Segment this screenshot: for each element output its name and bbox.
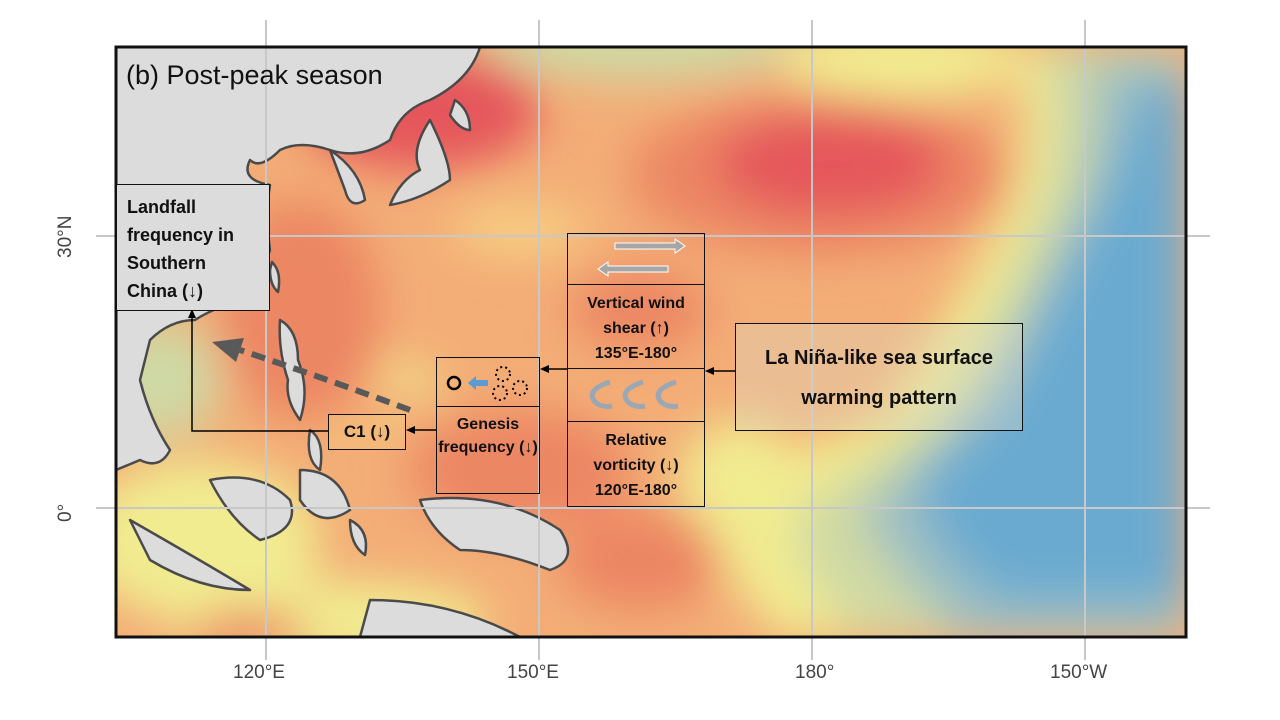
vorticity-line-3: 120°E-180°	[594, 482, 678, 499]
vorticity-line-2: vorticity (↓)	[593, 457, 679, 474]
y-tick-0: 0°	[55, 503, 76, 522]
track-arrowhead	[212, 338, 244, 362]
shear-line-1: Vertical wind	[587, 295, 685, 312]
track-arrow	[239, 347, 412, 413]
wind-shear-arrows-icon	[597, 238, 686, 277]
arrowheads	[188, 309, 714, 434]
x-tick-120E: 120°E	[233, 662, 285, 683]
vorticity-curl-icon	[589, 379, 679, 409]
x-tick-150W: 150°W	[1050, 662, 1108, 683]
map-frame	[114, 45, 1188, 639]
landfall-box: Landfall frequency in Southern China (↓)	[116, 184, 270, 311]
shear-line-2: shear (↑)	[603, 320, 669, 337]
c1-box: C1 (↓)	[328, 414, 406, 450]
dotted-circles-icon	[492, 366, 528, 401]
cyclone-circle-icon	[446, 375, 462, 391]
lanina-box: La Niña-like sea surface warming pattern	[735, 323, 1023, 431]
genesis-box: Genesis frequency (↓)	[436, 406, 540, 494]
lanina-line-2: warming pattern	[801, 387, 957, 409]
land	[116, 47, 570, 637]
panel-title: (b) Post-peak season	[126, 60, 383, 90]
y-tick-30N: 30°N	[55, 215, 76, 258]
graticule	[96, 20, 1210, 660]
vorticity-icon-box	[567, 368, 705, 422]
blue-arrow-icon	[468, 376, 488, 390]
lanina-line-1: La Niña-like sea surface	[765, 347, 993, 369]
x-tick-180: 180°	[795, 662, 835, 683]
shear-line-3: 135°E-180°	[594, 345, 678, 362]
x-tick-150E: 150°E	[507, 662, 559, 683]
sst-field	[116, 47, 1186, 637]
genesis-icon-box	[436, 357, 540, 407]
connectors	[191, 316, 735, 432]
vorticity-line-1: Relative	[605, 432, 667, 449]
vorticity-box: Relative vorticity (↓) 120°E-180°	[567, 421, 705, 507]
shear-box: Vertical wind shear (↑) 135°E-180°	[567, 284, 705, 369]
shear-icon-box	[567, 233, 705, 285]
